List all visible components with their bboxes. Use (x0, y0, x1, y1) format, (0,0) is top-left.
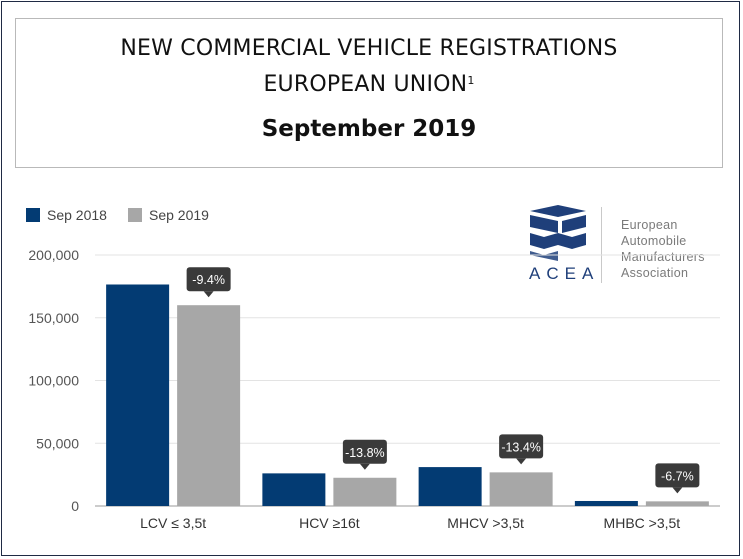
y-tick-label: 150,000 (28, 310, 79, 326)
title-line-2-text: EUROPEAN UNION (263, 72, 468, 97)
change-callout: -9.4% (186, 267, 231, 298)
acea-logo: ACEA European Automobile Manufacturers A… (528, 205, 728, 285)
bar-sep2018 (418, 467, 482, 506)
acea-cube-icon (530, 205, 586, 261)
y-tick-label: 50,000 (36, 435, 79, 451)
change-label: -13.8% (345, 446, 385, 460)
legend-label: Sep 2019 (149, 207, 209, 223)
callout-pointer (516, 458, 527, 465)
logo-divider (601, 207, 602, 283)
bar-sep2019 (333, 477, 397, 506)
x-tick-label: MHBC >3,5t (604, 515, 681, 531)
legend-swatch-sep2018 (26, 208, 40, 222)
acea-wordmark: ACEA (529, 264, 600, 283)
callout-box (655, 463, 700, 488)
change-callout: -13.8% (342, 439, 387, 470)
bar-sep2018 (262, 473, 326, 506)
bar-sep2019 (489, 472, 553, 506)
callout-pointer (203, 291, 214, 298)
change-callout: -6.7% (655, 463, 700, 494)
title-line-1: NEW COMMERCIAL VEHICLE REGISTRATIONS (120, 36, 618, 61)
acea-org-name: European Automobile Manufacturers Associ… (621, 217, 705, 281)
subtitle: September 2019 (261, 116, 477, 142)
callout-pointer (359, 463, 370, 470)
bar-sep2019 (645, 501, 709, 506)
y-tick-label: 200,000 (28, 247, 79, 263)
title-footnote-marker: 1 (467, 74, 475, 87)
change-callout: -13.4% (499, 434, 544, 465)
bar-sep2019 (177, 305, 241, 506)
x-tick-label: MHCV >3,5t (447, 515, 524, 531)
x-tick-label: HCV ≥16t (299, 515, 360, 531)
org-line-3: Manufacturers (621, 250, 705, 264)
org-line-4: Association (621, 266, 689, 280)
legend-swatch-sep2019 (128, 208, 142, 222)
y-tick-label: 0 (71, 498, 79, 514)
change-label: -9.4% (192, 273, 225, 287)
callout-box (342, 439, 387, 464)
title-line-2: EUROPEAN UNION1 (16, 72, 722, 97)
callout-box (499, 434, 544, 459)
org-line-1: European (621, 218, 678, 232)
org-line-2: Automobile (621, 234, 687, 248)
bar-sep2018 (574, 500, 638, 506)
y-tick-label: 100,000 (28, 373, 79, 389)
callout-pointer (672, 487, 683, 494)
title-box: NEW COMMERCIAL VEHICLE REGISTRATIONS EUR… (15, 18, 723, 168)
callout-box (186, 267, 231, 292)
legend-label: Sep 2018 (47, 207, 107, 223)
change-label: -13.4% (501, 440, 541, 454)
change-label: -6.7% (661, 469, 694, 483)
x-tick-label: LCV ≤ 3,5t (140, 515, 206, 531)
bar-sep2018 (106, 284, 170, 506)
